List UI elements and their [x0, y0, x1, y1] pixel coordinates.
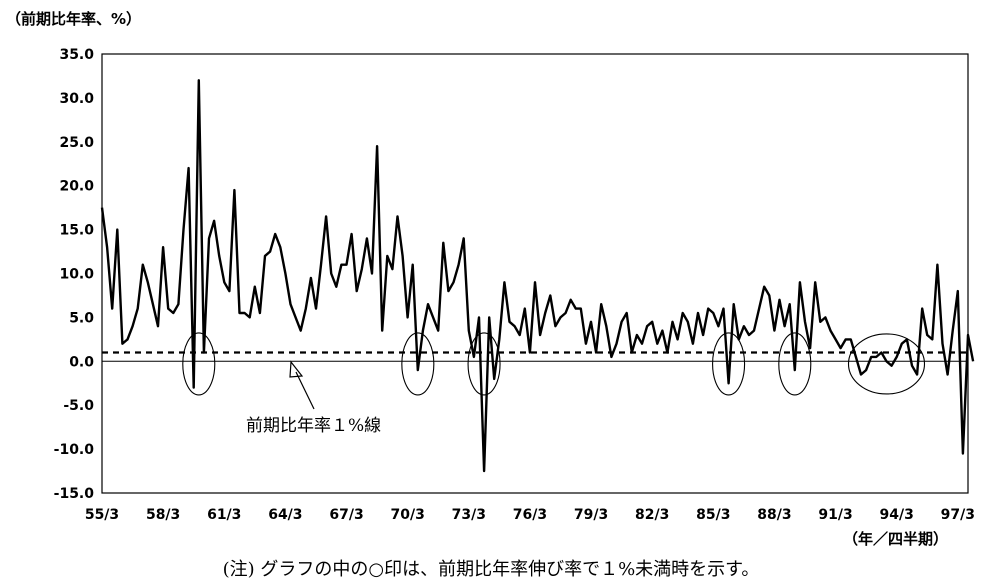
x-tick-label: 76/3: [513, 507, 547, 523]
y-tick-label: -15.0: [54, 486, 95, 502]
x-tick-label: 97/3: [941, 507, 975, 523]
circle-markers: [182, 332, 926, 396]
x-tick-label: 73/3: [452, 507, 486, 523]
annotation-arrowhead: [289, 360, 304, 378]
circle-marker: [712, 332, 746, 396]
series-group: [100, 79, 975, 473]
x-tick-label: 85/3: [696, 507, 730, 523]
circle-marker: [778, 332, 812, 396]
y-tick-label: -10.0: [54, 442, 95, 458]
y-tick-label: 35.0: [59, 47, 94, 63]
reference-lines: [102, 351, 968, 362]
x-tick-label: 58/3: [146, 507, 180, 523]
y-tick-label: -5.0: [63, 398, 94, 414]
chart-note: (注) グラフの中の○印は、前期比年率伸び率で１%未満時を示す。: [222, 559, 760, 580]
y-tick-labels: 35.0 30.0 25.0 20.0 15.0 10.0 5.0 0.0 -5.0 -10.0 -…: [54, 47, 95, 502]
x-tick-label: 94/3: [880, 507, 914, 523]
y-tick-label: 15.0: [59, 223, 94, 239]
x-tick-label: 79/3: [574, 507, 608, 523]
x-tick-label: 55/3: [85, 507, 119, 523]
x-tick-label: 82/3: [635, 507, 669, 523]
y-tick-label: 5.0: [69, 310, 94, 326]
annotation-arrow: [295, 371, 315, 410]
circle-marker: [182, 332, 216, 396]
y-tick-label: 10.0: [59, 267, 94, 283]
x-tick-label: 91/3: [818, 507, 852, 523]
y-tick-label: 0.0: [69, 354, 94, 370]
annotation-group: 前期比年率１%線: [246, 360, 381, 436]
circle-marker: [401, 332, 435, 396]
x-tick-label: 70/3: [390, 507, 424, 523]
plot-area: [101, 53, 969, 494]
annotation-label: 前期比年率１%線: [246, 416, 381, 436]
x-tick-label: 88/3: [757, 507, 791, 523]
y-tick-label: 25.0: [59, 135, 94, 151]
x-tick-label: 64/3: [268, 507, 302, 523]
y-tick-label: 20.0: [59, 179, 94, 195]
x-axis-unit-label: （年／四半期）: [843, 530, 949, 548]
y-tick-label: 30.0: [59, 91, 94, 107]
series-line: [100, 79, 975, 473]
circle-marker: [467, 332, 501, 396]
x-tick-label: 61/3: [207, 507, 241, 523]
x-tick-label: 67/3: [329, 507, 363, 523]
x-tick-labels: 55/3 58/3 61/3 64/3 67/3 70/3 73/3 76/3 79/3 82/3…: [85, 507, 975, 523]
circle-marker: [847, 333, 926, 395]
y-axis-unit-label: （前期比年率、%）: [6, 10, 142, 28]
